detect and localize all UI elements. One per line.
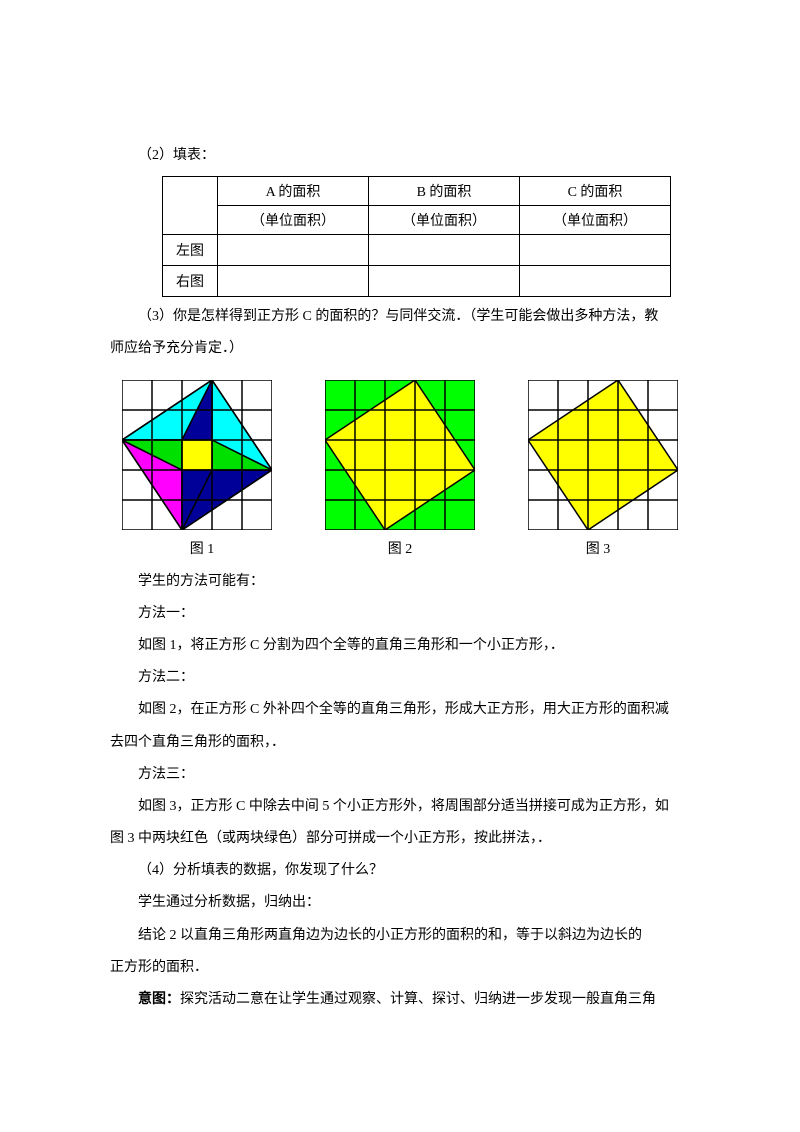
q3-line2: 师应给予充分肯定．） [110, 333, 690, 365]
page: （2）填表： A 的面积 B 的面积 C 的面积 （单位面积） （单位面积） （… [0, 0, 800, 1056]
method-2-text-a: 如图 2，在正方形 C 外补四个全等的直角三角形，形成大正方形，用大正方形的面积… [110, 694, 690, 726]
figure-3-caption: 图 3 [518, 538, 678, 558]
figure-3 [528, 380, 678, 530]
table-corner [163, 177, 218, 235]
methods-intro: 学生的方法可能有： [110, 566, 690, 598]
cell-right-c [520, 266, 671, 297]
method-1-text: 如图 1，将正方形 C 分割为四个全等的直角三角形和一个小正方形，． [110, 630, 690, 662]
q4-label: （4）分析填表的数据，你发现了什么？ [110, 855, 690, 887]
method-2-title: 方法二： [110, 662, 690, 694]
th-b2: （单位面积） [369, 206, 520, 235]
table-header-row-2: （单位面积） （单位面积） （单位面积） [163, 206, 671, 235]
th-a2: （单位面积） [218, 206, 369, 235]
th-a1: A 的面积 [218, 177, 369, 206]
cell-left-c [520, 235, 671, 266]
conclusion-a: 结论 2 以直角三角形两直角边为边长的小正方形的面积的和，等于以斜边为边长的 [110, 920, 690, 952]
figure-2 [325, 380, 475, 530]
figure-labels: 图 1 图 2 图 3 [122, 538, 678, 558]
cell-right-b [369, 266, 520, 297]
method-2-text-b: 去四个直角三角形的面积，． [110, 727, 690, 759]
q2-label: （2）填表： [110, 140, 690, 172]
method-1-title: 方法一： [110, 598, 690, 630]
row-label-left: 左图 [163, 235, 218, 266]
th-c1: C 的面积 [520, 177, 671, 206]
figure-2-caption: 图 2 [320, 538, 480, 558]
figure-2-svg [325, 380, 475, 530]
method-3-text-a: 如图 3，正方形 C 中除去中间 5 个小正方形外，将周围部分适当拼接可成为正方… [110, 791, 690, 823]
th-c2: （单位面积） [520, 206, 671, 235]
cell-left-a [218, 235, 369, 266]
figure-3-svg [528, 380, 678, 530]
intent-line: 意图：探究活动二意在让学生通过观察、计算、探讨、归纳进一步发现一般直角三角 [110, 984, 690, 1016]
figure-1 [122, 380, 272, 530]
figure-1-caption: 图 1 [122, 538, 282, 558]
table-row-left: 左图 [163, 235, 671, 266]
area-table: A 的面积 B 的面积 C 的面积 （单位面积） （单位面积） （单位面积） 左… [162, 176, 671, 297]
table-row-right: 右图 [163, 266, 671, 297]
analysis-intro: 学生通过分析数据，归纳出： [110, 887, 690, 919]
figure-1-svg [122, 380, 272, 530]
cell-right-a [218, 266, 369, 297]
th-b1: B 的面积 [369, 177, 520, 206]
row-label-right: 右图 [163, 266, 218, 297]
figures-row [122, 380, 678, 530]
cell-left-b [369, 235, 520, 266]
intent-text: 探究活动二意在让学生通过观察、计算、探讨、归纳进一步发现一般直角三角 [180, 992, 656, 1007]
intent-label: 意图： [138, 992, 180, 1007]
table-header-row-1: A 的面积 B 的面积 C 的面积 [163, 177, 671, 206]
conclusion-b: 正方形的面积． [110, 952, 690, 984]
method-3-text-b: 图 3 中两块红色（或两块绿色）部分可拼成一个小正方形，按此拼法，． [110, 823, 690, 855]
method-3-title: 方法三： [110, 759, 690, 791]
q3-line1: （3）你是怎样得到正方形 C 的面积的？与同伴交流．（学生可能会做出多种方法，教 [110, 301, 690, 333]
